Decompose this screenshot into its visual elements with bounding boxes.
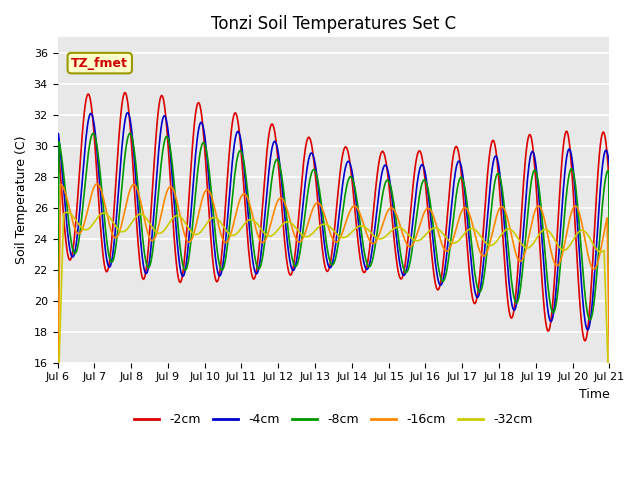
-16cm (380, 219, 387, 225)
-4cm (326, 265, 333, 271)
-8cm (90, 131, 97, 136)
-8cm (556, 271, 563, 276)
-8cm (605, 278, 613, 284)
-4cm (556, 240, 563, 245)
-4cm (605, 163, 613, 169)
-2cm (434, 287, 442, 293)
Line: -32cm: -32cm (58, 212, 609, 413)
Line: -16cm: -16cm (58, 184, 609, 397)
-2cm (175, 279, 183, 285)
-2cm (199, 127, 207, 133)
Line: -8cm: -8cm (58, 133, 609, 374)
-2cm (581, 338, 589, 344)
-16cm (326, 228, 333, 234)
Line: -2cm: -2cm (58, 93, 609, 341)
-16cm (434, 228, 442, 233)
Title: Tonzi Soil Temperatures Set C: Tonzi Soil Temperatures Set C (211, 15, 456, 33)
-32cm (556, 245, 563, 251)
Text: TZ_fmet: TZ_fmet (71, 57, 128, 70)
-4cm (380, 165, 387, 171)
-16cm (605, 359, 613, 365)
-8cm (434, 260, 442, 265)
-2cm (556, 192, 563, 197)
-2cm (380, 149, 387, 155)
-16cm (175, 210, 183, 216)
-4cm (199, 124, 207, 130)
-2cm (54, 134, 61, 140)
Y-axis label: Soil Temperature (C): Soil Temperature (C) (15, 136, 28, 264)
Line: -4cm: -4cm (58, 113, 609, 371)
-32cm (175, 213, 183, 219)
-8cm (54, 372, 61, 377)
-32cm (326, 224, 333, 229)
-32cm (605, 404, 613, 409)
-2cm (326, 264, 333, 269)
-32cm (199, 226, 207, 231)
-4cm (175, 260, 183, 266)
-8cm (199, 140, 207, 145)
-8cm (380, 188, 387, 194)
-32cm (54, 410, 61, 416)
Legend: -2cm, -4cm, -8cm, -16cm, -32cm: -2cm, -4cm, -8cm, -16cm, -32cm (129, 408, 538, 431)
-32cm (434, 226, 442, 232)
-8cm (326, 257, 333, 263)
X-axis label: Time: Time (579, 388, 609, 401)
-4cm (434, 276, 442, 281)
-16cm (556, 260, 563, 266)
-8cm (175, 238, 183, 244)
-4cm (54, 368, 61, 373)
-16cm (93, 181, 100, 187)
-2cm (605, 183, 613, 189)
-16cm (54, 394, 61, 400)
-2cm (121, 90, 129, 96)
-16cm (199, 193, 207, 199)
-32cm (380, 235, 387, 241)
-32cm (63, 209, 70, 215)
-4cm (124, 110, 131, 116)
